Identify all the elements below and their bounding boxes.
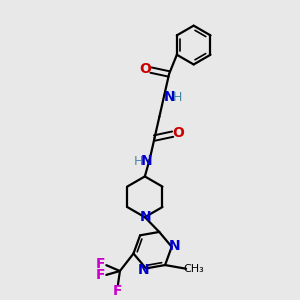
Text: N: N xyxy=(163,90,175,104)
Text: H: H xyxy=(173,91,182,104)
Text: O: O xyxy=(172,126,184,140)
Text: N: N xyxy=(169,239,180,253)
Text: N: N xyxy=(140,210,152,224)
Text: O: O xyxy=(139,62,151,76)
Text: CH₃: CH₃ xyxy=(184,264,204,274)
Text: N: N xyxy=(141,154,153,168)
Text: H: H xyxy=(134,155,143,168)
Text: F: F xyxy=(96,268,105,282)
Text: F: F xyxy=(113,284,123,298)
Text: N: N xyxy=(138,263,150,278)
Text: F: F xyxy=(96,257,105,271)
